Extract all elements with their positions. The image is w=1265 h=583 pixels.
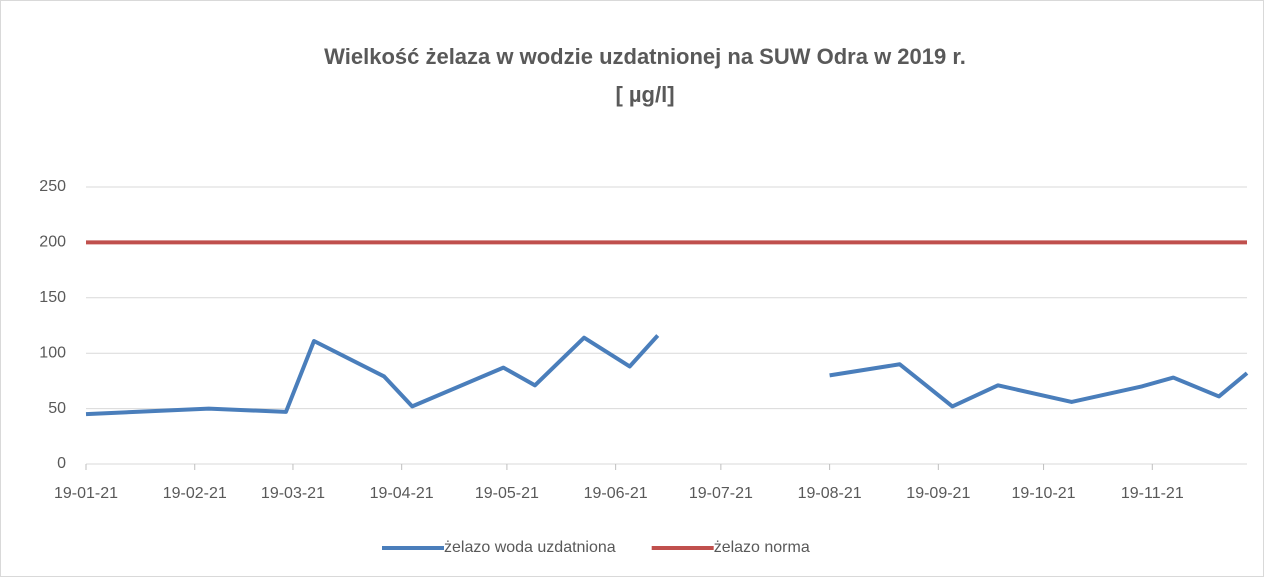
- x-tick-label: 19-06-21: [584, 485, 648, 502]
- x-tick-label: 19-11-21: [1121, 485, 1184, 502]
- x-tick-label: 19-07-21: [689, 485, 753, 502]
- x-tick-label: 19-05-21: [475, 485, 539, 502]
- x-tick-label: 19-10-21: [1012, 485, 1076, 502]
- legend-label: żelazo woda uzdatniona: [444, 539, 616, 556]
- x-tick-label: 19-03-21: [261, 485, 325, 502]
- chart-title: [ µg/l]: [615, 82, 674, 107]
- data-line: [85, 334, 1249, 417]
- x-tick-label: 19-01-21: [54, 485, 118, 502]
- chart-title: Wielkość żelaza w wodzie uzdatnionej na …: [324, 44, 966, 69]
- y-tick-label: 200: [39, 234, 66, 251]
- legend-label: żelazo norma: [714, 539, 810, 556]
- y-tick-label: 250: [39, 178, 66, 195]
- x-tick-label: 19-02-21: [163, 485, 227, 502]
- y-tick-label: 50: [48, 400, 66, 417]
- x-tick-label: 19-04-21: [370, 485, 434, 502]
- y-tick-label: 0: [57, 455, 66, 472]
- x-tick-label: 19-08-21: [798, 485, 862, 502]
- y-tick-label: 100: [39, 344, 66, 361]
- y-tick-label: 150: [39, 289, 66, 306]
- x-tick-label: 19-09-21: [906, 485, 970, 502]
